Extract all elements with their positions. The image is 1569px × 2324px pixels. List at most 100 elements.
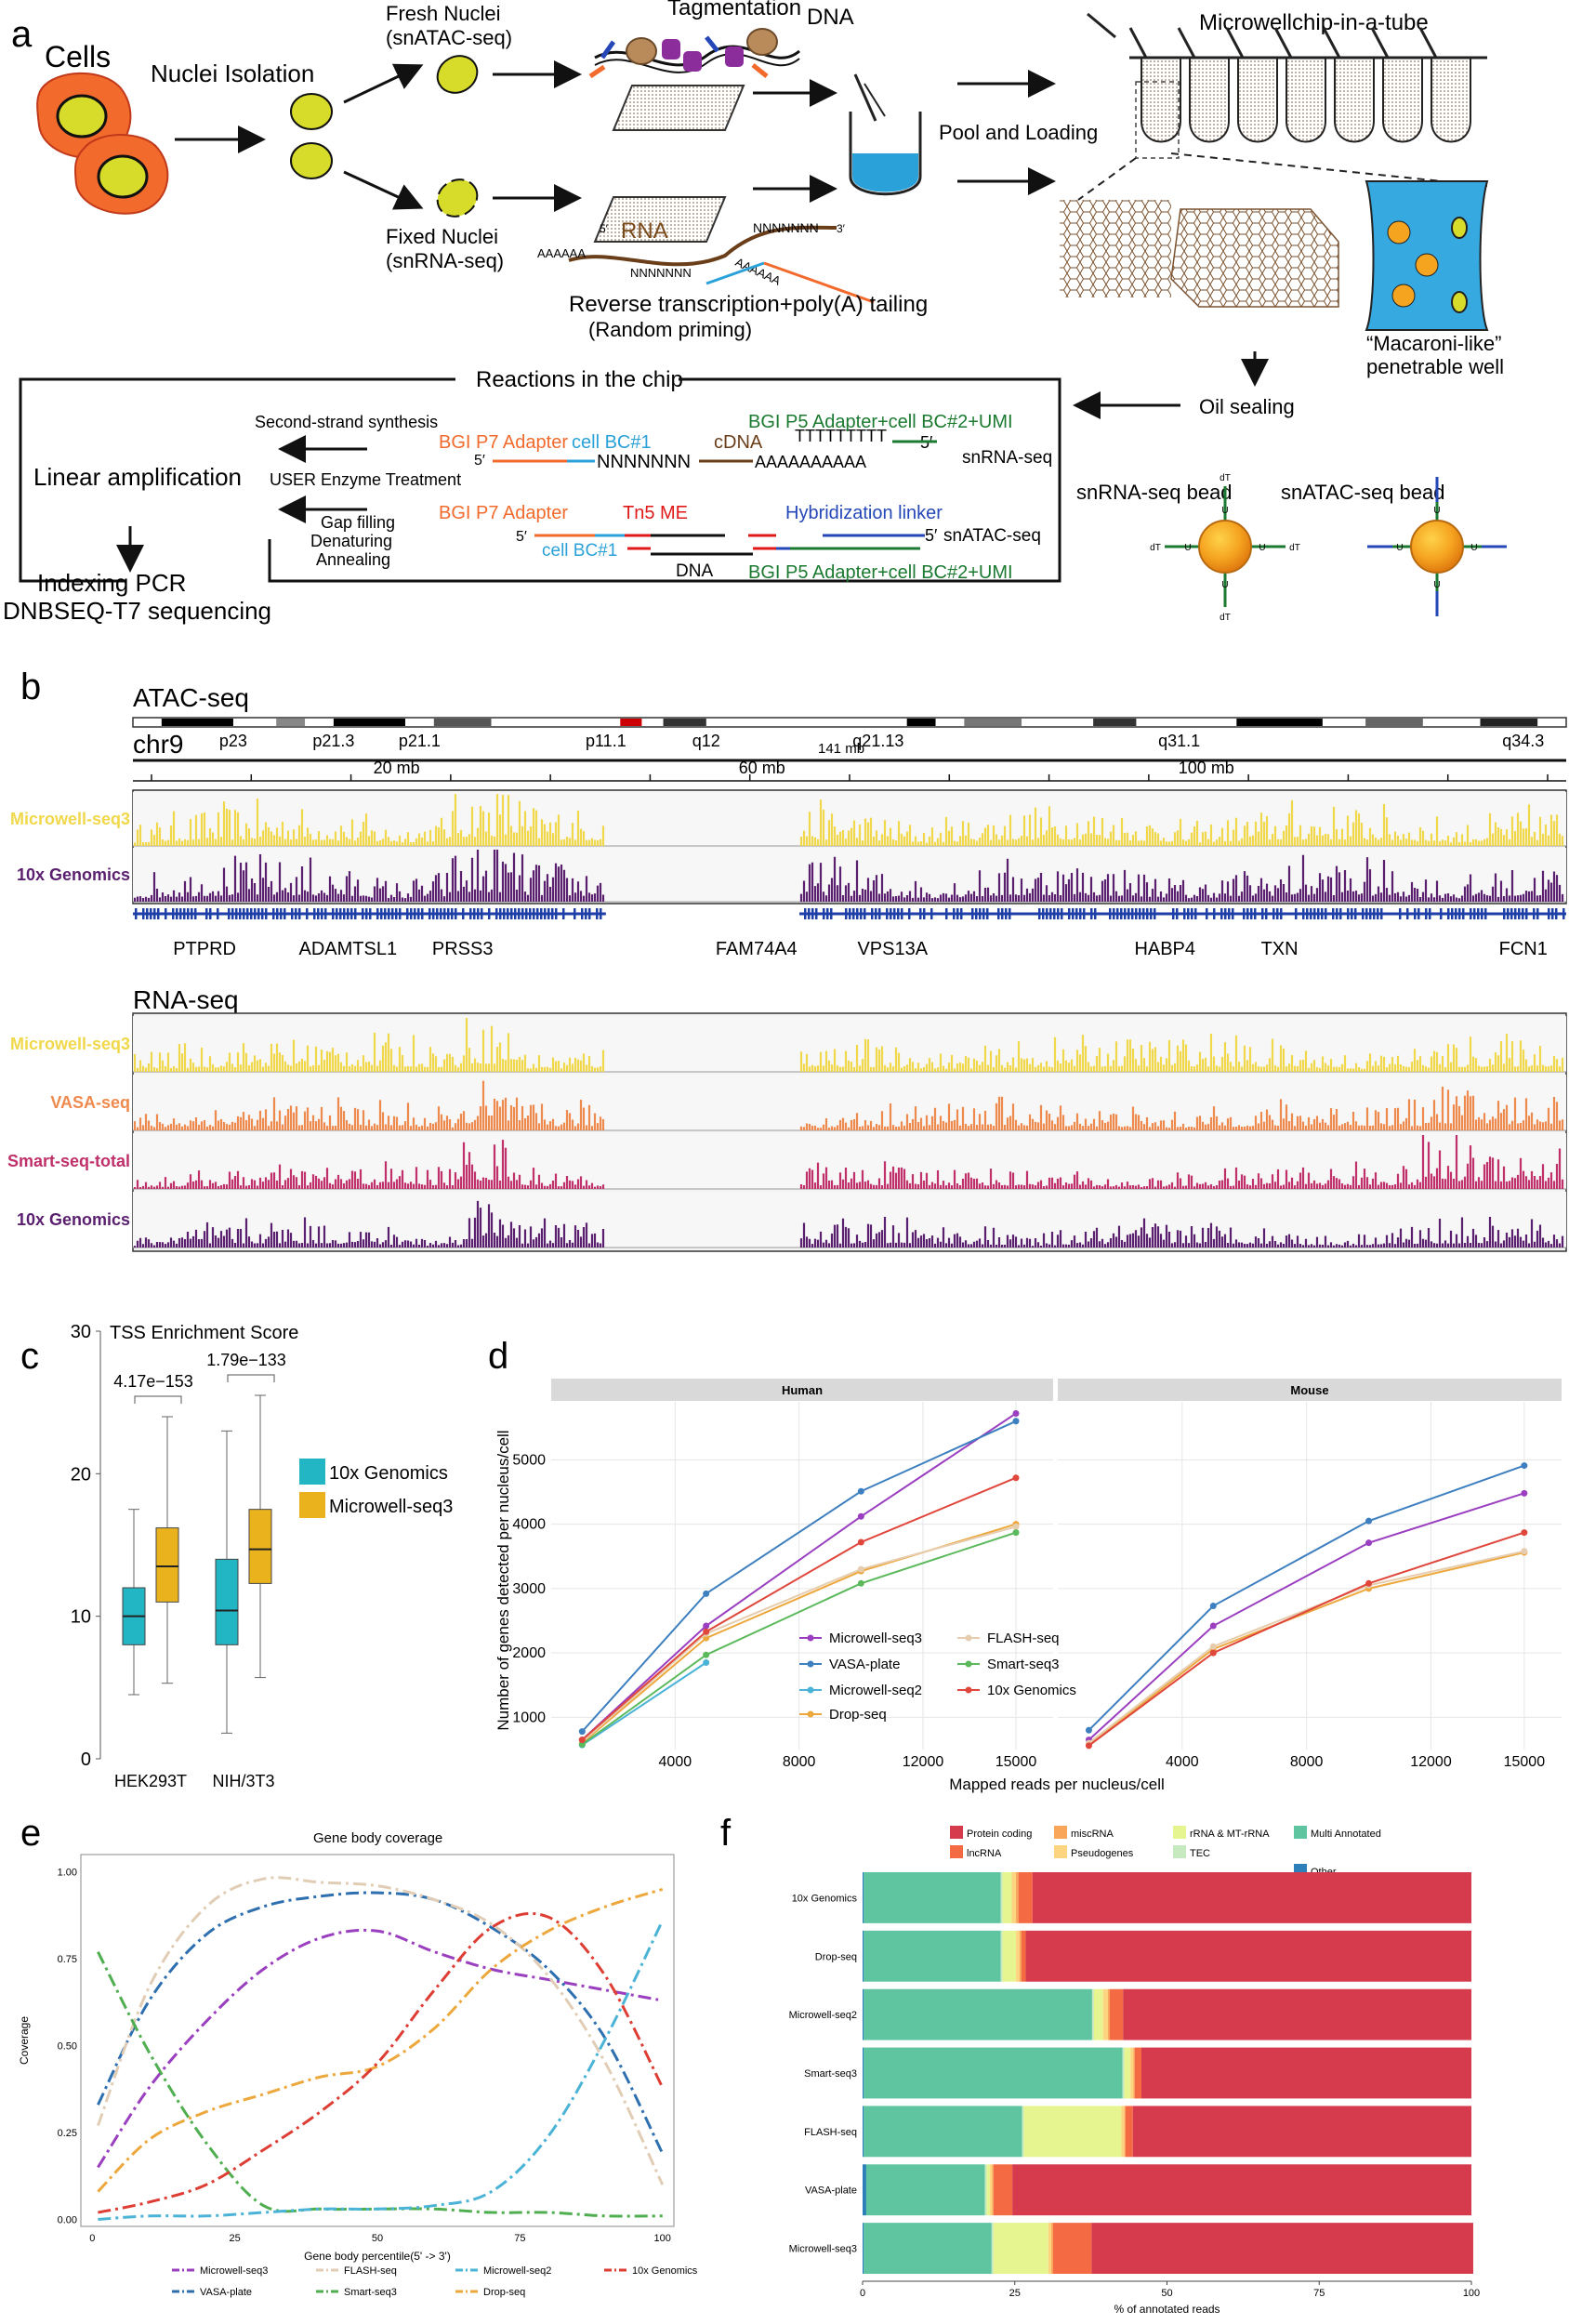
gene-labels: PTPRD ADAMTSL1 PRSS3 FAM74A4 VPS13A HABP4 TXN F… (173, 939, 1548, 959)
pvalue-label: 1.79e−133 (206, 1351, 286, 1369)
series-point (703, 1590, 710, 1597)
band-label: p23 (219, 732, 247, 750)
legend-key-dot (965, 1686, 972, 1694)
bar-segment (1123, 1988, 1471, 2040)
bead-u: U (1396, 543, 1403, 553)
track-label: 10x Genomics (17, 865, 130, 884)
gene-body-title: Gene body coverage (313, 1830, 442, 1846)
band-labels: p23 p21.3 p21.1 p11.1 q12 q21.13 q31.1 q34.3 (219, 732, 1544, 750)
box-body (215, 1558, 239, 1645)
atac-tracks: Microwell-seq3 10x Genomics (10, 792, 1566, 903)
bar-segment (1134, 2047, 1141, 2099)
tss-boxplot: 0 10 20 30 HEK293T 4.17e−153 NIH/3T3 1.79e−133 1… (71, 1322, 454, 1790)
rna-polya-left: AAAAAA (537, 246, 586, 260)
x-tick-label: 8000 (783, 1754, 816, 1770)
mb-scale: 20 mb 60 mb 100 mb (133, 759, 1566, 782)
tube-cap (1128, 27, 1148, 59)
bead-sphere (1198, 520, 1252, 574)
rt-sub: (Random priming) (588, 318, 752, 341)
legend-label: Smart-seq3 (987, 1657, 1060, 1672)
legend-key-dot (807, 1660, 814, 1668)
y-tick-label: 4000 (512, 1517, 546, 1533)
bar-segment (1018, 1872, 1033, 1923)
plot-frame (80, 1854, 675, 2227)
y-axis-title: Coverage (18, 2016, 31, 2065)
x-tick-label: 50 (372, 2233, 383, 2244)
legend-swatch (950, 1826, 963, 1839)
bar-segment (1012, 2164, 1471, 2216)
category-label: 10x Genomics (792, 1893, 858, 1904)
series-line (581, 1419, 1017, 1733)
gene-label: PTPRD (173, 939, 236, 959)
track-label: Microwell-seq3 (10, 1035, 130, 1053)
cell-bc1-label-2: cell BC#1 (542, 541, 617, 561)
chromosome-ideogram (161, 719, 1538, 726)
bead-dt: dT (1220, 473, 1231, 483)
nnnn-label: NNNNNNN (597, 452, 691, 472)
p5-adapter-label-2: BGI P5 Adapter+cell BC#2+UMI (748, 562, 1013, 583)
category-label: VASA-plate (805, 2185, 857, 2197)
bead-u: U (1259, 543, 1265, 553)
legend-label: FLASH-seq (987, 1631, 1060, 1646)
legend-label: 10x Genomics (987, 1683, 1076, 1698)
legend-label: VASA-plate (200, 2287, 252, 2298)
bead-dt: dT (1289, 543, 1300, 553)
band-label: p21.1 (399, 732, 441, 750)
tube (1431, 57, 1471, 143)
legend-key-dot (965, 1634, 972, 1642)
snrna-seq-label: snRNA-seq (962, 448, 1052, 468)
bar-segment (1053, 2223, 1092, 2274)
track-bg (133, 1133, 1566, 1189)
tss-title: TSS Enrichment Score (110, 1323, 298, 1343)
legend-label: 10x Genomics (329, 1463, 448, 1484)
coverage-line (97, 1950, 663, 2218)
series-point (1365, 1539, 1373, 1547)
chrom-label: chr9 (133, 730, 183, 759)
fresh-nuclei-label: Fresh Nuclei (386, 2, 500, 25)
tagmentation-icon (588, 28, 800, 79)
cell-icons (36, 72, 169, 215)
series-line (1088, 1531, 1525, 1747)
legend-label: Multi Annotated (1311, 1829, 1381, 1840)
series-point (857, 1579, 864, 1587)
track-signal (133, 794, 1564, 846)
gene-label: VPS13A (857, 939, 928, 959)
series-point (1209, 1622, 1217, 1630)
bar-segment (1091, 2223, 1473, 2274)
macaroni-label-1: “Macaroni-like” (1366, 332, 1501, 355)
series-point (1012, 1418, 1020, 1425)
series-line (581, 1476, 1017, 1741)
bar-segment (1032, 1872, 1471, 1923)
series-point (1521, 1529, 1528, 1537)
bar-segment (864, 2106, 1022, 2158)
denaturing-label: Denaturing (310, 532, 392, 550)
hyb-linker-label: Hybridization linker (785, 503, 943, 523)
track-label: VASA-seq (50, 1093, 130, 1112)
gene-label: HABP4 (1134, 939, 1195, 959)
tube-cap (1322, 27, 1341, 59)
bar-segment (1000, 1930, 1003, 1982)
rt-label: Reverse transcription+poly(A) tailing (569, 292, 928, 317)
series-line (1088, 1550, 1525, 1744)
series-point (857, 1538, 864, 1546)
bead-u: U (1470, 543, 1477, 553)
bar-segment (864, 1872, 1001, 1923)
rna-5prime: 5′ (600, 222, 609, 235)
x-axis-title: Mapped reads per nucleus/cell (949, 1776, 1165, 1793)
series-point (1365, 1517, 1373, 1525)
snatac-seq-label: snATAC-seq (943, 526, 1041, 546)
y-tick-label: 5000 (512, 1452, 546, 1468)
ideogram-band (906, 719, 936, 726)
band-label: q34.3 (1502, 732, 1544, 750)
band-label: q21.13 (852, 732, 903, 750)
bar-segment (1122, 2047, 1125, 2099)
y-tick-label: 20 (71, 1464, 91, 1485)
p7-adapter-label-2: BGI P7 Adapter (439, 503, 568, 523)
legend-swatch (1173, 1826, 1186, 1839)
x-tick-label: 100 (1463, 2288, 1480, 2299)
oil-sealing-label: Oil sealing (1199, 395, 1295, 418)
atac-5prime-right: 5′ (925, 526, 938, 545)
tube (1140, 57, 1181, 143)
pvalue-bracket (134, 1395, 182, 1404)
